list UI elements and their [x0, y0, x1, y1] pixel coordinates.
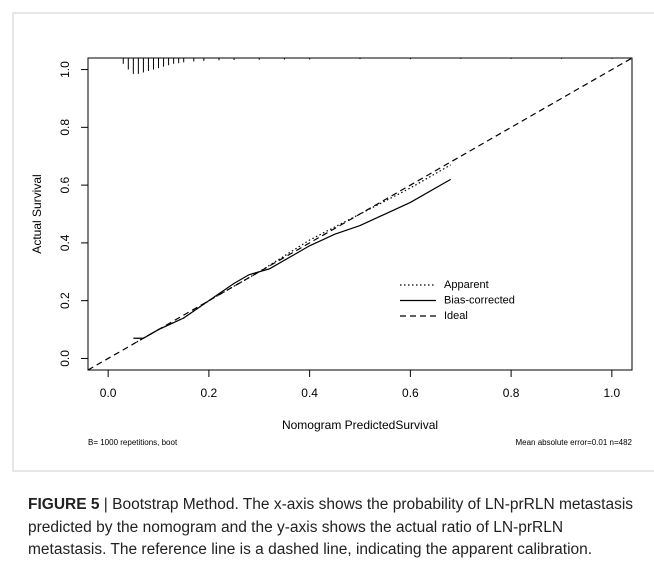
x-tick-label: 0.8	[503, 386, 520, 400]
figure-frame	[12, 12, 654, 472]
y-tick-label: 0.2	[58, 292, 72, 309]
x-tick-label: 1.0	[604, 386, 621, 400]
x-tick-label: 0.4	[301, 386, 318, 400]
note-left: B= 1000 repetitions, boot	[88, 438, 178, 447]
x-axis-label: Nomogram PredictedSurvival	[282, 418, 438, 432]
caption: FIGURE 5 | Bootstrap Method. The x-axis …	[28, 494, 634, 562]
note-right: Mean absolute error=0.01 n=482	[515, 438, 632, 447]
y-tick-label: 0.0	[58, 350, 72, 367]
caption-text: | Bootstrap Method. The x-axis shows the…	[28, 496, 634, 558]
y-tick-label: 0.6	[58, 176, 72, 193]
series-line	[87, 57, 633, 371]
legend-label: Apparent	[444, 279, 489, 291]
y-axis-label: Actual Survival	[30, 174, 44, 253]
y-tick-label: 1.0	[58, 61, 72, 78]
x-tick-label: 0.6	[402, 386, 419, 400]
x-tick-label: 0.2	[201, 386, 218, 400]
y-tick-label: 0.8	[58, 119, 72, 136]
chart: Nomogram PredictedSurvival Actual Surviv…	[12, 12, 654, 472]
caption-label: FIGURE 5	[28, 496, 100, 513]
y-tick-label: 0.4	[58, 234, 72, 251]
series-line	[133, 178, 451, 339]
x-tick-label: 0.0	[100, 386, 117, 400]
legend-label: Ideal	[444, 310, 468, 322]
legend-label: Bias-corrected	[444, 294, 515, 306]
series-line	[133, 164, 451, 345]
